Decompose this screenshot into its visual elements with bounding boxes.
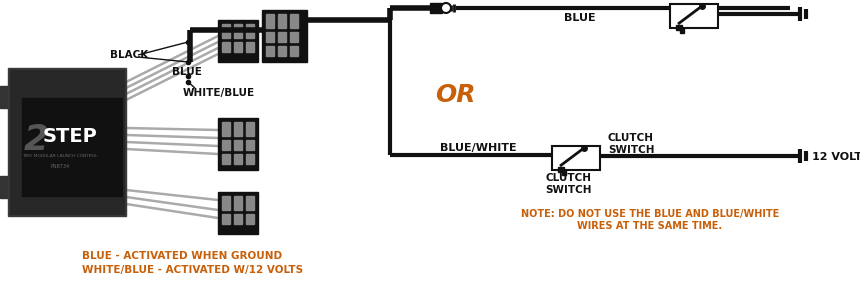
Text: 2: 2 [23, 123, 48, 157]
Bar [234, 140, 242, 150]
Text: STEP: STEP [43, 127, 97, 145]
Bar [10, 70, 124, 214]
Bar [218, 20, 258, 62]
Bar [218, 192, 258, 234]
Bar [234, 24, 242, 38]
Text: WHITE/BLUE: WHITE/BLUE [183, 88, 255, 98]
Bar [246, 196, 254, 210]
Bar [262, 10, 307, 62]
Text: SWITCH: SWITCH [608, 145, 654, 155]
Bar [246, 214, 254, 224]
Circle shape [441, 3, 451, 13]
Text: 12 VOLTS: 12 VOLTS [812, 152, 860, 162]
Bar [234, 154, 242, 164]
Bar [234, 196, 242, 210]
Bar [234, 42, 242, 52]
Text: CLUTCH: CLUTCH [545, 173, 591, 183]
Bar [222, 214, 230, 224]
Bar [246, 140, 254, 150]
Text: WHITE/BLUE - ACTIVATED W/12 VOLTS: WHITE/BLUE - ACTIVATED W/12 VOLTS [82, 265, 303, 275]
Bar [222, 196, 230, 210]
Bar [234, 214, 242, 224]
Bar [246, 24, 254, 38]
Bar [234, 122, 242, 136]
Bar [290, 32, 298, 42]
Bar [246, 42, 254, 52]
Text: BLUE: BLUE [564, 13, 596, 23]
Bar [222, 154, 230, 164]
Text: TWO MODULAR LAUNCH CONTROL: TWO MODULAR LAUNCH CONTROL [22, 154, 98, 158]
Bar [278, 14, 286, 28]
Bar [266, 14, 274, 28]
Bar [218, 118, 258, 170]
Text: BLACK: BLACK [110, 50, 148, 60]
Bar [222, 122, 230, 136]
Bar [222, 24, 230, 38]
Text: NOTE: DO NOT USE THE BLUE AND BLUE/WHITE: NOTE: DO NOT USE THE BLUE AND BLUE/WHITE [521, 209, 779, 219]
Text: BLUE - ACTIVATED WHEN GROUND: BLUE - ACTIVATED WHEN GROUND [82, 251, 282, 261]
Bar [0, 86, 10, 108]
Bar [558, 167, 564, 172]
Bar [676, 25, 682, 30]
Bar [0, 176, 10, 198]
Bar [290, 46, 298, 56]
Bar [430, 3, 442, 13]
Text: BLUE: BLUE [172, 67, 202, 77]
Bar [266, 46, 274, 56]
Bar [266, 32, 274, 42]
Bar [278, 46, 286, 56]
Text: CLUTCH: CLUTCH [608, 133, 654, 143]
Bar [278, 32, 286, 42]
Bar [222, 140, 230, 150]
Bar [680, 28, 684, 33]
Text: BLUE/WHITE: BLUE/WHITE [440, 143, 517, 153]
Bar [552, 146, 600, 170]
Bar [290, 14, 298, 28]
Bar [562, 170, 566, 175]
Bar [8, 68, 126, 216]
Text: PN8734: PN8734 [51, 164, 70, 168]
Bar [22, 98, 122, 196]
Bar [246, 154, 254, 164]
Text: SWITCH: SWITCH [544, 185, 592, 195]
Bar [246, 122, 254, 136]
Text: WIRES AT THE SAME TIME.: WIRES AT THE SAME TIME. [577, 221, 722, 231]
Bar [222, 42, 230, 52]
Text: OR: OR [435, 83, 476, 107]
Bar [670, 4, 718, 28]
